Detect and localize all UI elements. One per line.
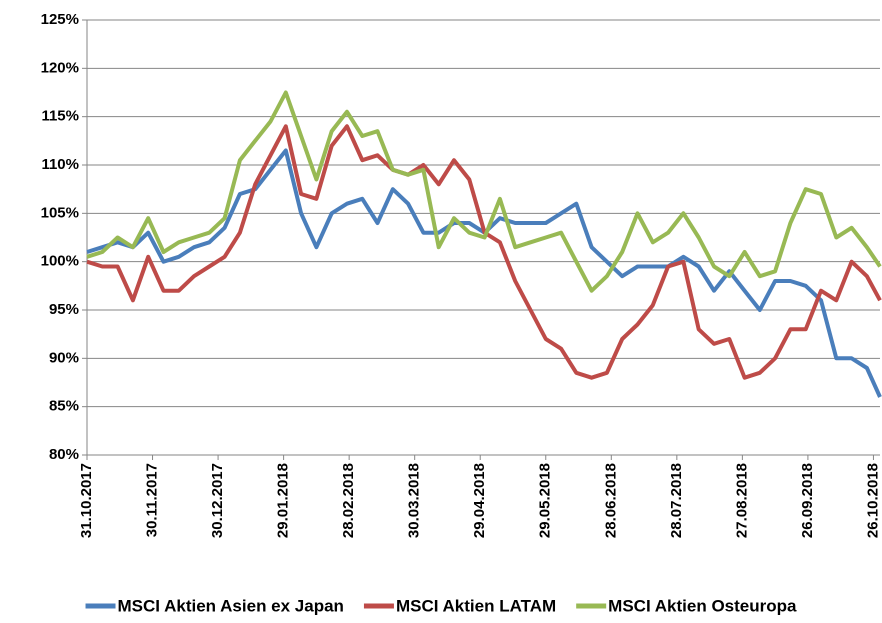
x-tick-label: 28.06.2018 <box>602 463 619 538</box>
x-tick-label: 30.03.2018 <box>406 463 423 538</box>
x-tick-label: 31.10.2017 <box>78 463 95 538</box>
x-tick-label: 29.04.2018 <box>471 463 488 538</box>
y-tick-label: 90% <box>49 349 79 366</box>
series-line <box>86 90 882 293</box>
x-tick-label: 29.01.2018 <box>275 463 292 538</box>
x-tick-label: 29.05.2018 <box>537 463 554 538</box>
x-tick-label: 26.09.2018 <box>799 463 816 538</box>
legend-label: MSCI Aktien LATAM <box>396 596 556 615</box>
y-tick-label: 80% <box>49 446 79 463</box>
y-tick-label: 110% <box>41 156 79 173</box>
y-tick-label: 125% <box>41 11 79 28</box>
y-tick-label: 100% <box>41 253 79 270</box>
y-tick-label: 120% <box>41 59 79 76</box>
x-tick-label: 27.08.2018 <box>733 463 750 538</box>
y-tick-label: 95% <box>49 301 79 318</box>
legend-label: MSCI Aktien Osteuropa <box>608 596 797 615</box>
y-tick-label: 85% <box>49 398 79 415</box>
legend-label: MSCI Aktien Asien ex Japan <box>118 596 344 615</box>
series-line <box>86 124 882 380</box>
x-tick-label: 26.10.2018 <box>864 463 881 538</box>
x-tick-label: 28.02.2018 <box>340 463 357 538</box>
y-tick-label: 115% <box>41 108 79 125</box>
x-tick-label: 28.07.2018 <box>668 463 685 538</box>
x-tick-label: 30.12.2017 <box>209 463 226 538</box>
x-tick-label: 30.11.2017 <box>144 463 161 537</box>
y-tick-label: 105% <box>41 204 79 221</box>
